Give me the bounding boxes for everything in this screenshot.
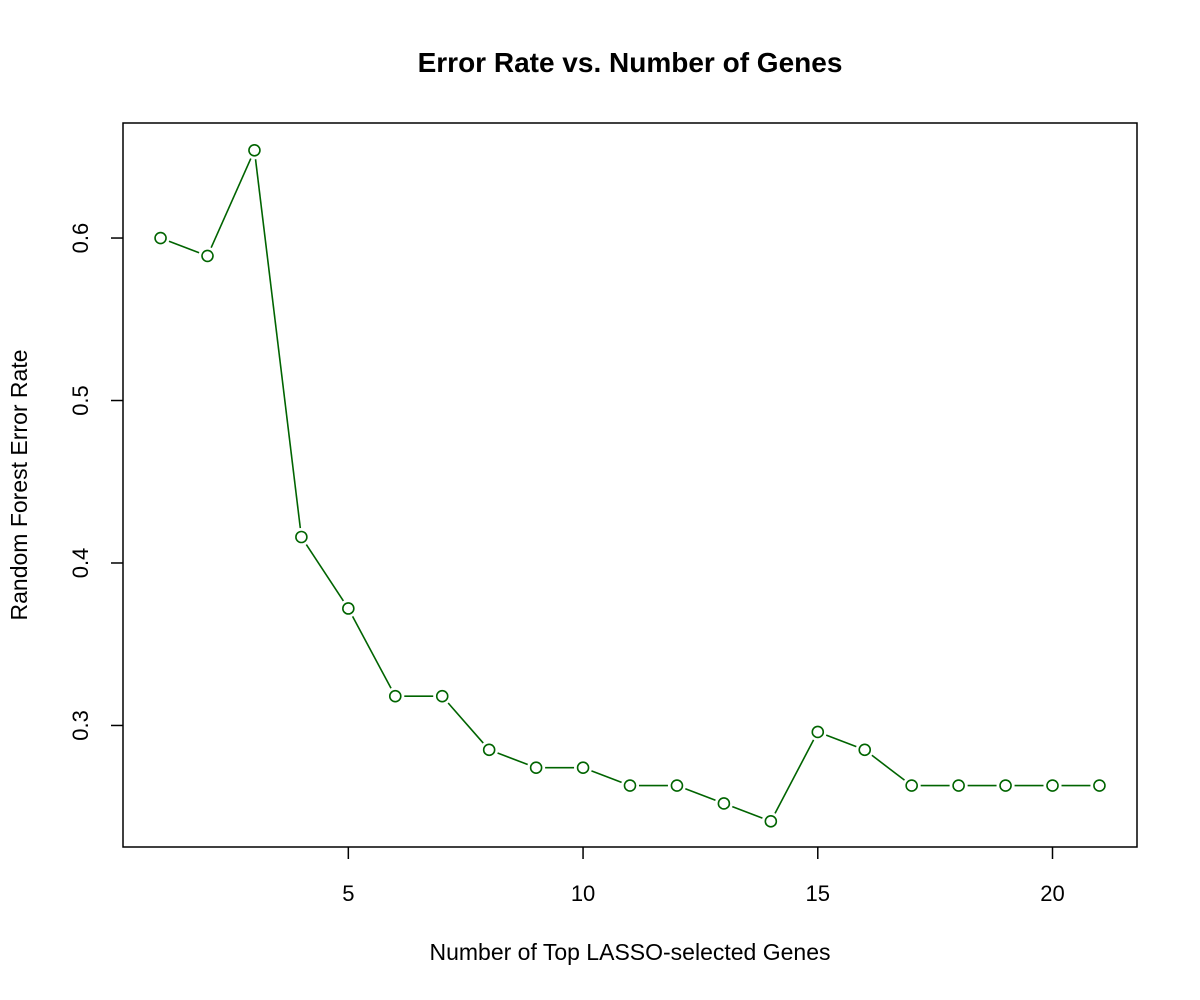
- data-point: [1093, 779, 1106, 792]
- series-line-segment: [254, 159, 302, 529]
- data-point: [670, 779, 684, 792]
- data-point: [623, 779, 637, 792]
- data-point: [952, 779, 965, 792]
- series-line-segment: [168, 240, 200, 254]
- series-line-segment: [497, 752, 528, 766]
- y-tick-label: 0.3: [68, 710, 93, 741]
- series-group: [154, 143, 1106, 828]
- series-line-segment: [871, 754, 905, 781]
- data-point: [248, 143, 261, 157]
- series-line-segment: [591, 770, 622, 784]
- y-tick-label: 0.4: [68, 548, 93, 579]
- series-line-segment: [774, 739, 815, 814]
- data-point: [201, 249, 214, 263]
- data-point: [576, 761, 590, 775]
- data-point: [764, 815, 778, 828]
- series-line-segment: [351, 616, 392, 689]
- x-tick-label: 10: [571, 881, 595, 906]
- data-point: [1046, 779, 1059, 792]
- series-line-segment: [732, 805, 763, 819]
- x-axis: 5 10 15 20: [342, 847, 1065, 906]
- x-tick-label: 15: [806, 881, 830, 906]
- data-point: [482, 743, 496, 757]
- data-point: [342, 602, 355, 615]
- y-axis: 0.3 0.4 0.5 0.6: [68, 223, 123, 741]
- plot-frame: [122, 122, 1138, 848]
- series-line-segment: [825, 734, 857, 748]
- x-tick-label: 20: [1040, 881, 1064, 906]
- data-point: [388, 689, 402, 703]
- x-tick-label: 5: [342, 881, 354, 906]
- series-line-segment: [685, 788, 716, 802]
- data-point: [717, 797, 731, 810]
- data-point: [811, 725, 825, 739]
- y-tick-label: 0.6: [68, 223, 93, 254]
- x-axis-label: Number of Top LASSO-selected Genes: [429, 939, 830, 965]
- data-point: [295, 530, 308, 544]
- chart-title: Error Rate vs. Number of Genes: [418, 47, 843, 78]
- y-tick-label: 0.5: [68, 385, 93, 416]
- data-point: [154, 231, 167, 245]
- data-point: [905, 779, 918, 792]
- data-point: [999, 779, 1012, 792]
- y-axis-label: Random Forest Error Rate: [6, 350, 32, 621]
- data-point: [529, 761, 543, 775]
- data-point: [435, 689, 449, 703]
- series-line-segment: [305, 544, 345, 602]
- data-point: [858, 743, 872, 757]
- series-line-segment: [210, 158, 252, 249]
- series-line-segment: [447, 702, 484, 744]
